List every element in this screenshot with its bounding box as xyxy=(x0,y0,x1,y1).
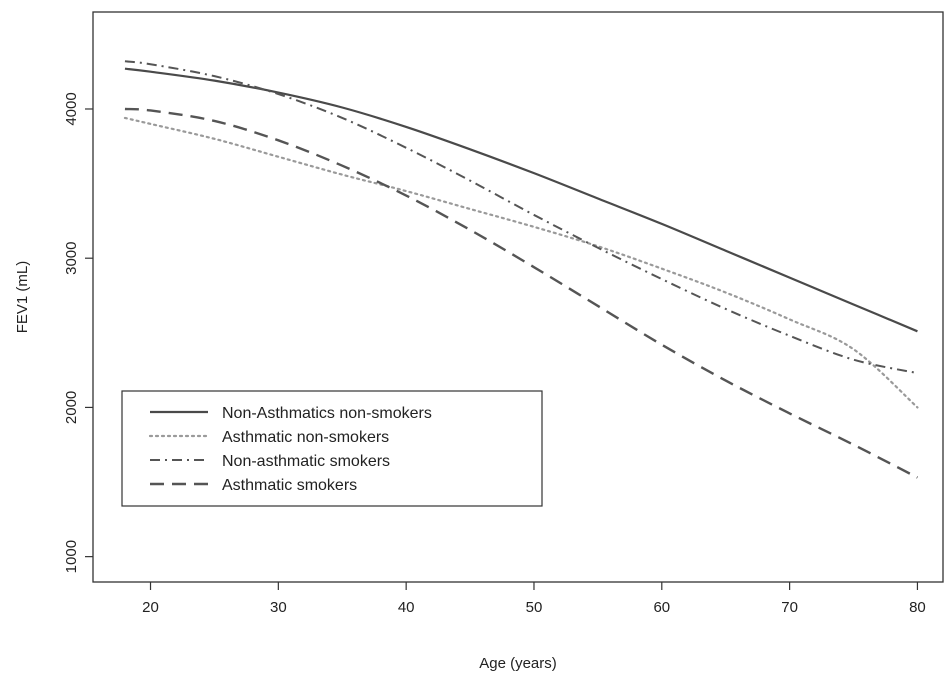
x-tick-label: 20 xyxy=(142,599,159,616)
y-tick-label: 3000 xyxy=(63,242,80,275)
x-tick-label: 60 xyxy=(653,599,670,616)
legend-label-3: Non-asthmatic smokers xyxy=(222,453,390,470)
x-tick-label: 80 xyxy=(909,599,926,616)
legend-label-4: Asthmatic smokers xyxy=(222,477,357,494)
x-axis: 20 30 40 50 60 70 80 xyxy=(142,582,926,616)
series-line-1 xyxy=(124,67,918,333)
x-axis-title: Age (years) xyxy=(479,655,557,672)
y-tick-label: 1000 xyxy=(63,540,80,573)
y-axis: 1000 2000 3000 4000 xyxy=(63,92,93,573)
legend: Non-Asthmatics non-smokers Asthmatic non-… xyxy=(121,390,543,507)
series-line-3 xyxy=(124,60,918,375)
y-tick-label: 4000 xyxy=(63,92,80,125)
series-lines xyxy=(123,60,919,479)
y-tick-label: 2000 xyxy=(63,391,80,424)
legend-label-2: Asthmatic non-smokers xyxy=(222,429,389,446)
y-axis-title: FEV1 (mL) xyxy=(14,261,31,334)
plot-frame xyxy=(92,11,944,583)
legend-label-1: Non-Asthmatics non-smokers xyxy=(222,405,432,422)
series-line-2 xyxy=(123,116,919,409)
legend-box xyxy=(121,390,543,507)
x-tick-label: 70 xyxy=(781,599,798,616)
x-tick-label: 40 xyxy=(398,599,415,616)
series-line-4 xyxy=(124,107,918,479)
x-tick-label: 50 xyxy=(526,599,543,616)
x-tick-label: 30 xyxy=(270,599,287,616)
